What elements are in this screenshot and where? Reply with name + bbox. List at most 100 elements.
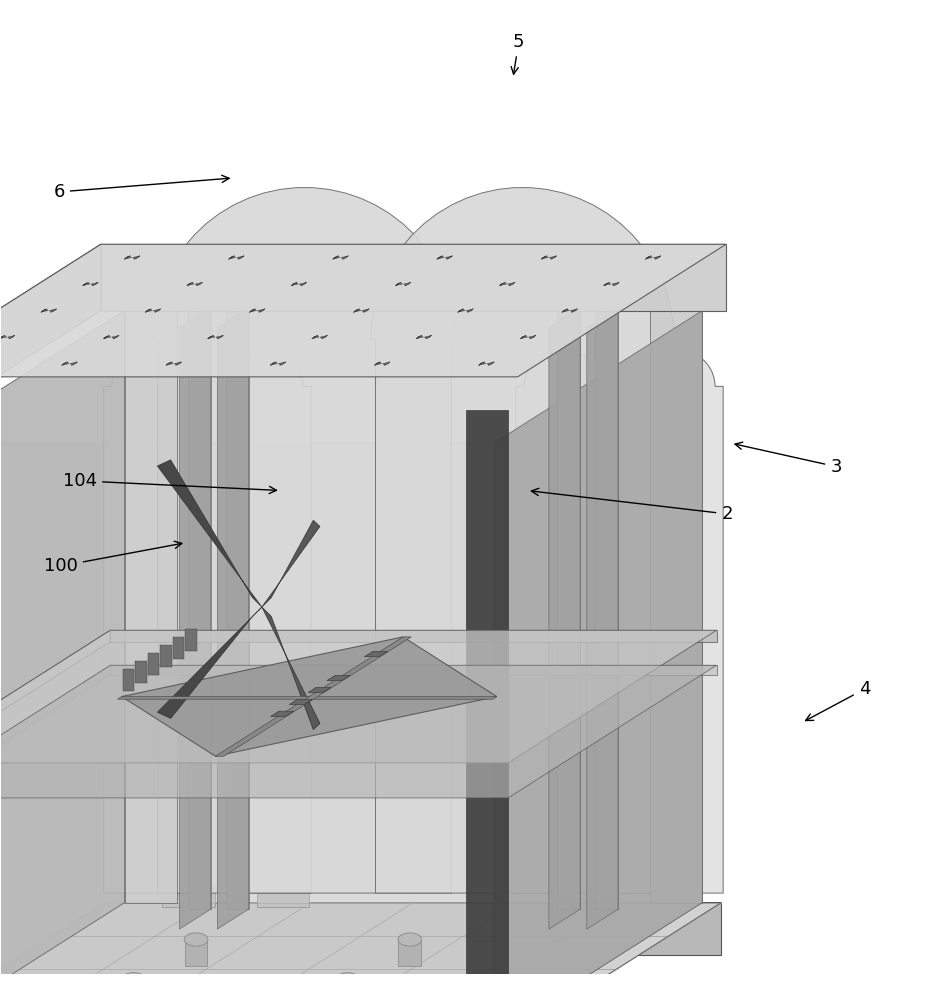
Polygon shape (327, 675, 350, 681)
Polygon shape (486, 362, 494, 365)
Polygon shape (570, 309, 578, 312)
Text: 4: 4 (806, 680, 870, 721)
Polygon shape (645, 256, 650, 259)
Polygon shape (41, 309, 46, 312)
Polygon shape (208, 335, 215, 339)
Polygon shape (270, 362, 275, 365)
Polygon shape (507, 282, 515, 286)
Polygon shape (124, 256, 129, 259)
Polygon shape (374, 362, 379, 365)
Polygon shape (362, 309, 370, 312)
Polygon shape (124, 311, 177, 903)
Polygon shape (312, 335, 319, 339)
Polygon shape (494, 311, 702, 1000)
Ellipse shape (398, 933, 422, 946)
Polygon shape (416, 335, 424, 339)
Polygon shape (383, 362, 390, 365)
Polygon shape (0, 903, 105, 1000)
Polygon shape (249, 309, 255, 312)
Polygon shape (0, 630, 110, 774)
Polygon shape (216, 335, 223, 339)
Polygon shape (174, 362, 181, 365)
Polygon shape (374, 362, 382, 365)
Polygon shape (332, 256, 340, 259)
Polygon shape (521, 335, 525, 339)
Polygon shape (93, 282, 98, 286)
Polygon shape (156, 309, 161, 312)
Polygon shape (8, 335, 15, 339)
Polygon shape (406, 282, 410, 286)
Polygon shape (364, 309, 370, 312)
Polygon shape (260, 309, 265, 312)
Polygon shape (561, 309, 567, 312)
Polygon shape (320, 335, 328, 339)
Polygon shape (603, 282, 611, 286)
Polygon shape (395, 282, 400, 286)
Polygon shape (91, 282, 98, 286)
Polygon shape (198, 282, 202, 286)
Polygon shape (72, 362, 77, 365)
Polygon shape (104, 335, 108, 339)
Polygon shape (630, 349, 723, 893)
Polygon shape (466, 309, 473, 312)
Polygon shape (516, 349, 610, 893)
Polygon shape (645, 256, 653, 259)
Polygon shape (322, 335, 328, 339)
Polygon shape (299, 282, 307, 286)
Polygon shape (49, 309, 57, 312)
Text: 100: 100 (44, 541, 181, 575)
Polygon shape (10, 335, 15, 339)
Polygon shape (195, 282, 202, 286)
Polygon shape (0, 244, 101, 443)
Polygon shape (446, 256, 452, 259)
Polygon shape (468, 309, 473, 312)
Polygon shape (612, 282, 619, 286)
Polygon shape (0, 244, 726, 377)
Polygon shape (656, 256, 661, 259)
Polygon shape (262, 520, 320, 607)
Polygon shape (542, 256, 548, 259)
Polygon shape (70, 362, 77, 365)
Polygon shape (41, 309, 48, 312)
Polygon shape (257, 309, 265, 312)
Polygon shape (549, 308, 580, 929)
Text: 104: 104 (63, 472, 276, 494)
Polygon shape (216, 637, 411, 756)
Polygon shape (489, 362, 494, 365)
Polygon shape (184, 940, 207, 966)
Polygon shape (133, 256, 140, 259)
Polygon shape (332, 256, 337, 259)
Polygon shape (83, 282, 90, 286)
Polygon shape (51, 309, 57, 312)
Polygon shape (0, 665, 110, 807)
Polygon shape (123, 979, 145, 1000)
Polygon shape (587, 308, 618, 929)
Polygon shape (83, 282, 87, 286)
Polygon shape (561, 309, 569, 312)
Polygon shape (458, 309, 466, 312)
Ellipse shape (184, 933, 208, 946)
Ellipse shape (122, 973, 145, 986)
Polygon shape (365, 651, 388, 657)
Polygon shape (135, 256, 140, 259)
Polygon shape (158, 460, 262, 607)
Polygon shape (237, 256, 244, 259)
Polygon shape (162, 886, 215, 907)
Polygon shape (281, 362, 286, 365)
Polygon shape (218, 349, 312, 893)
Polygon shape (145, 309, 152, 312)
Polygon shape (124, 311, 702, 903)
Polygon shape (290, 699, 313, 705)
Polygon shape (336, 979, 359, 1000)
Polygon shape (398, 940, 421, 966)
Polygon shape (404, 282, 410, 286)
Polygon shape (353, 309, 358, 312)
Polygon shape (479, 362, 484, 365)
Polygon shape (208, 335, 213, 339)
Polygon shape (479, 362, 485, 365)
Polygon shape (327, 675, 350, 681)
Polygon shape (0, 630, 716, 763)
Polygon shape (104, 335, 111, 339)
Polygon shape (542, 256, 546, 259)
Polygon shape (239, 256, 244, 259)
